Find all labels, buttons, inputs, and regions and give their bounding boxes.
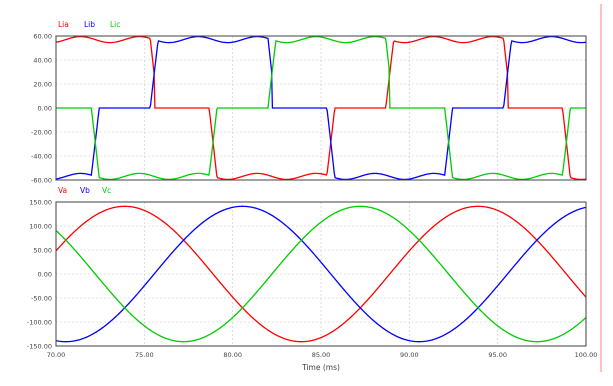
series-line-lic [56, 35, 586, 181]
y-tick-label: 0.00 [38, 271, 52, 279]
legend-entry-va: Va [58, 186, 67, 195]
y-tick-label: 60.00 [33, 33, 52, 41]
bottom-panel-x-ticks: 70.00 75.00 80.00 85.00 90.00 95.00 100.00 [47, 351, 598, 359]
x-tick-label: 95.00 [488, 351, 507, 359]
y-tick-label: 0.00 [38, 105, 52, 113]
x-tick-label: 90.00 [400, 351, 419, 359]
top-panel: 60.00 40.00 20.00 0.00 -20.00 -40.00 -60.00 Li… [31, 20, 587, 185]
series-line-lia [55, 35, 587, 181]
legend-entry-lib: Lib [84, 20, 95, 29]
bottom-panel-series [55, 205, 587, 343]
series-line-vc [55, 205, 587, 343]
y-tick-label: -50.00 [31, 295, 52, 303]
series-line-vb [55, 205, 587, 343]
top-panel-frame [55, 35, 587, 181]
y-tick-label: 150.00 [29, 199, 52, 207]
y-tick-label: 40.00 [33, 57, 52, 65]
x-tick-label: 75.00 [135, 351, 154, 359]
legend-entry-lic: Lic [110, 20, 120, 29]
y-tick-label: -40.00 [31, 153, 52, 161]
series-line-va [55, 205, 587, 343]
x-tick-label: 80.00 [223, 351, 242, 359]
y-tick-label: 100.00 [29, 223, 52, 231]
legend-entry-vb: Vb [80, 186, 90, 195]
y-tick-label: -100.00 [27, 319, 52, 327]
x-tick-label: 70.00 [47, 351, 66, 359]
x-tick-label: 85.00 [312, 351, 331, 359]
x-tick-label: 100.00 [575, 351, 598, 359]
y-tick-label: -20.00 [31, 129, 52, 137]
legend-entry-lia: Lia [58, 20, 69, 29]
y-tick-label: -150.00 [27, 343, 52, 351]
legend-entry-vc: Vc [102, 186, 111, 195]
y-tick-label: 20.00 [33, 81, 52, 89]
x-axis-label: Time (ms) [301, 363, 340, 372]
top-panel-legend: Lia Lib Lic [58, 20, 120, 29]
bottom-panel-legend: Va Vb Vc [58, 186, 111, 195]
y-tick-label: 50.00 [33, 247, 52, 255]
top-panel-series [55, 35, 587, 181]
bottom-panel: 150.00 100.00 50.00 0.00 -50.00 -100.00 -150.0… [27, 186, 597, 372]
series-line-lib [55, 35, 587, 181]
top-panel-y-ticks: 60.00 40.00 20.00 0.00 -20.00 -40.00 -60.00 [31, 33, 52, 185]
bottom-panel-frame [55, 201, 587, 347]
y-tick-label: -60.00 [31, 177, 52, 185]
bottom-panel-y-ticks: 150.00 100.00 50.00 0.00 -50.00 -100.00 -150.0… [27, 199, 52, 351]
